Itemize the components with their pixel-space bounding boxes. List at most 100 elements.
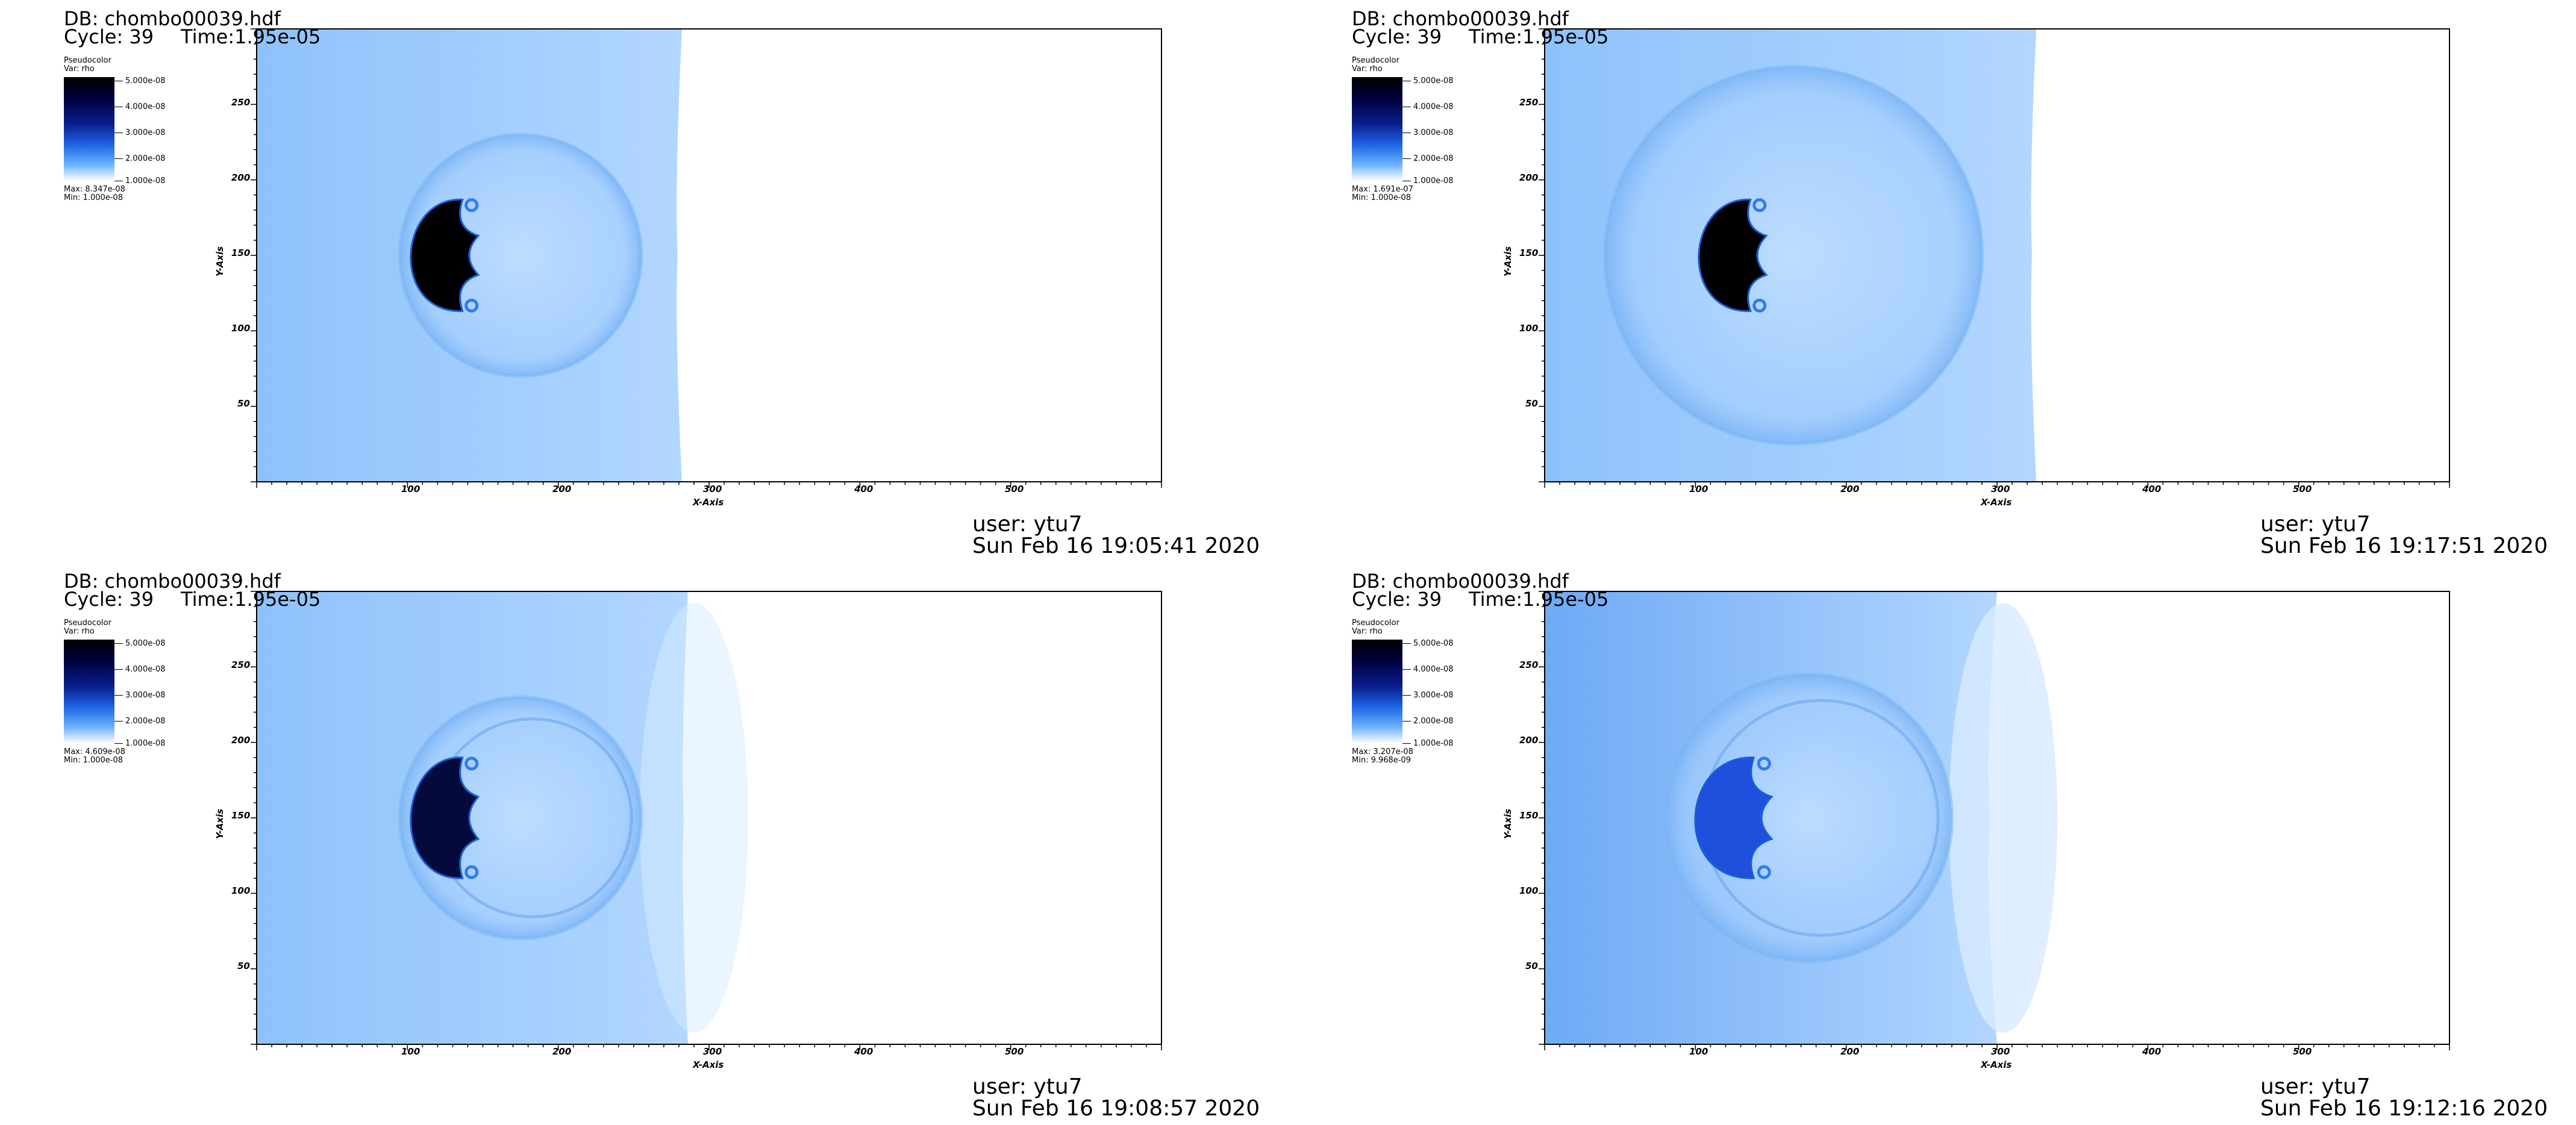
legend-tick: 1.000e-08 bbox=[1402, 740, 1469, 748]
pseudocolor-plot bbox=[251, 28, 1162, 488]
legend-tick: 3.000e-08 bbox=[114, 691, 181, 700]
legend-tick: 1.000e-08 bbox=[114, 177, 181, 185]
legend-tick: 1.000e-08 bbox=[114, 740, 181, 748]
date-label: Sun Feb 16 19:08:57 2020 bbox=[972, 1096, 1260, 1121]
legend-tick-label: 3.000e-08 bbox=[125, 691, 166, 700]
legend-tick: 2.000e-08 bbox=[114, 155, 181, 163]
time-label: Time:1.95e-05 bbox=[1469, 25, 1609, 48]
legend-title: Pseudocolor bbox=[64, 619, 111, 628]
x-tick-label: 200 bbox=[1840, 484, 1860, 494]
legend-tick-label: 3.000e-08 bbox=[1413, 691, 1454, 700]
legend-tick: 5.000e-08 bbox=[114, 640, 181, 648]
legend-tick: 5.000e-08 bbox=[1402, 77, 1469, 86]
legend-min: Min: 9.968e-09 bbox=[1352, 756, 1411, 765]
y-tick-label: 100 bbox=[231, 885, 251, 896]
color-legend: Pseudocolor Var: rho 5.000e-08 4.000e-08… bbox=[1352, 619, 1508, 776]
legend-max: Max: 3.207e-08 bbox=[1352, 747, 1413, 756]
legend-tick: 3.000e-08 bbox=[1402, 129, 1469, 137]
x-tick-label: 100 bbox=[1689, 1046, 1708, 1057]
user-label: user: ytu7 bbox=[2260, 1074, 2371, 1099]
legend-variable: Var: rho bbox=[1352, 64, 1383, 73]
user-label: user: ytu7 bbox=[2260, 512, 2371, 537]
y-tick-label: 50 bbox=[237, 961, 250, 971]
legend-tick-mark bbox=[1402, 643, 1411, 644]
legend-title: Pseudocolor bbox=[1352, 619, 1399, 628]
x-tick-label: 300 bbox=[703, 484, 722, 494]
cycle-label: Cycle: 39 bbox=[1352, 25, 1442, 48]
cycle-label: Cycle: 39 bbox=[64, 25, 154, 48]
y-tick-label: 50 bbox=[1525, 398, 1538, 409]
legend-tick: 2.000e-08 bbox=[1402, 717, 1469, 726]
time-label: Time:1.95e-05 bbox=[1469, 588, 1609, 611]
y-tick-label: 150 bbox=[1519, 810, 1539, 821]
legend-max: Max: 1.691e-07 bbox=[1352, 185, 1413, 194]
legend-colorbar bbox=[64, 640, 114, 743]
y-tick-label: 150 bbox=[231, 810, 251, 821]
y-tick-label: 250 bbox=[231, 659, 251, 670]
legend-tick-mark bbox=[114, 132, 123, 133]
legend-tick: 4.000e-08 bbox=[114, 103, 181, 111]
time-label: Time:1.95e-05 bbox=[181, 588, 321, 611]
y-tick-label: 250 bbox=[1519, 97, 1539, 108]
legend-tick: 5.000e-08 bbox=[1402, 640, 1469, 648]
legend-title: Pseudocolor bbox=[1352, 56, 1399, 65]
legend-tick: 4.000e-08 bbox=[1402, 103, 1469, 111]
vortex-rollup bbox=[1752, 198, 1767, 213]
legend-title: Pseudocolor bbox=[64, 56, 111, 65]
legend-tick-label: 4.000e-08 bbox=[1413, 665, 1454, 674]
legend-tick-mark bbox=[1402, 743, 1411, 744]
y-tick-label: 50 bbox=[237, 398, 250, 409]
pseudocolor-plot bbox=[251, 591, 1162, 1050]
legend-tick-label: 4.000e-08 bbox=[125, 665, 166, 674]
x-tick-label: 100 bbox=[401, 484, 420, 494]
x-tick-label: 300 bbox=[703, 1046, 722, 1057]
legend-tick: 1.000e-08 bbox=[1402, 177, 1469, 185]
dense-core bbox=[1698, 198, 1768, 313]
expanding-shell bbox=[1663, 673, 1954, 963]
legend-tick-label: 5.000e-08 bbox=[1413, 76, 1454, 86]
legend-tick-mark bbox=[1402, 669, 1411, 670]
expanding-shell bbox=[398, 132, 643, 378]
legend-colorbar bbox=[64, 77, 114, 181]
vortex-rollup bbox=[1757, 865, 1771, 879]
legend-tick-label: 4.000e-08 bbox=[1413, 102, 1454, 111]
legend-tick-label: 2.000e-08 bbox=[125, 717, 166, 726]
y-axis-title: Y-Axis bbox=[214, 246, 226, 277]
y-tick-label: 200 bbox=[231, 735, 251, 746]
vortex-rollup bbox=[1752, 298, 1767, 313]
legend-tick-label: 1.000e-08 bbox=[125, 176, 166, 185]
vortex-rollup bbox=[464, 298, 479, 313]
y-tick-label: 250 bbox=[1519, 659, 1539, 670]
x-tick-label: 300 bbox=[1991, 1046, 2010, 1057]
x-tick-label: 500 bbox=[1005, 484, 1024, 494]
database-label: DB: chombo00039.hdf bbox=[64, 570, 281, 593]
legend-tick: 4.000e-08 bbox=[114, 665, 181, 674]
legend-max: Max: 8.347e-08 bbox=[64, 185, 125, 194]
pseudocolor-plot bbox=[1539, 591, 2450, 1050]
y-tick-label: 50 bbox=[1525, 961, 1538, 971]
y-axis-title: Y-Axis bbox=[1502, 808, 1514, 840]
y-axis-title: Y-Axis bbox=[1502, 246, 1514, 277]
x-tick-label: 200 bbox=[552, 484, 572, 494]
y-tick-label: 200 bbox=[1519, 172, 1539, 183]
x-tick-label: 500 bbox=[2293, 1046, 2312, 1057]
y-tick-label: 200 bbox=[231, 172, 251, 183]
legend-variable: Var: rho bbox=[64, 627, 95, 636]
x-tick-label: 200 bbox=[1840, 1046, 1860, 1057]
x-tick-label: 500 bbox=[1005, 1046, 1024, 1057]
legend-variable: Var: rho bbox=[1352, 627, 1383, 636]
vortex-rollup bbox=[1757, 756, 1771, 771]
y-tick-label: 100 bbox=[1519, 885, 1539, 896]
vortex-rollup bbox=[464, 865, 479, 879]
legend-tick-mark bbox=[114, 669, 123, 670]
cycle-label: Cycle: 39 bbox=[64, 588, 154, 611]
legend-tick-mark bbox=[1402, 158, 1411, 159]
cycle-label: Cycle: 39 bbox=[1352, 588, 1442, 611]
dense-core bbox=[410, 756, 480, 879]
legend-variable: Var: rho bbox=[64, 64, 95, 73]
database-label: DB: chombo00039.hdf bbox=[1352, 7, 1569, 30]
x-tick-label: 200 bbox=[552, 1046, 572, 1057]
legend-tick: 5.000e-08 bbox=[114, 77, 181, 86]
legend-tick-mark bbox=[1402, 695, 1411, 696]
